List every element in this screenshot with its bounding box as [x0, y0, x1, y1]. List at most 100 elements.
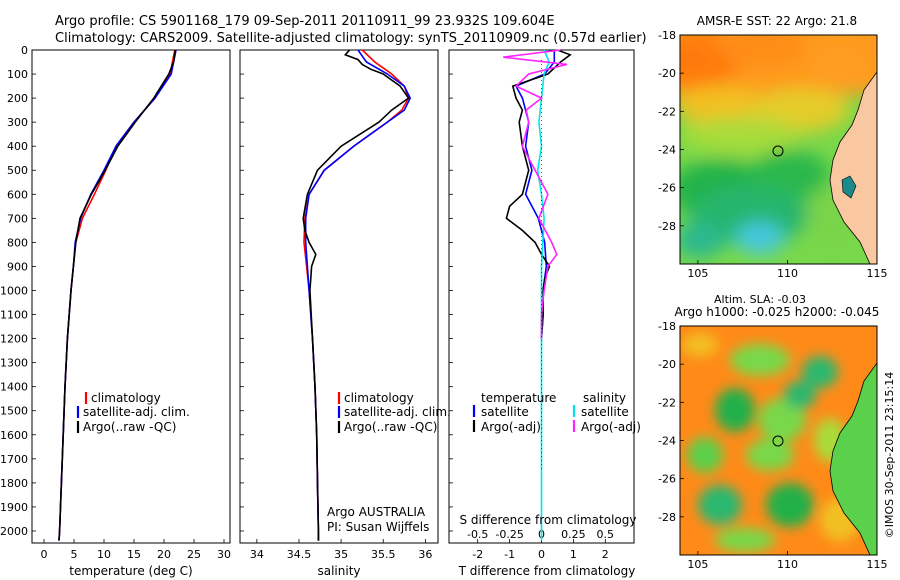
x-tick-label: 34.5 [287, 548, 312, 561]
difference-profile-lines [503, 49, 572, 541]
depth-tick-label: 1500 [0, 405, 28, 418]
x-tick-label: -2 [472, 548, 483, 561]
temperature-profile-lines [58, 49, 177, 541]
sla-map [680, 326, 877, 555]
x-tick-label: 1 [570, 548, 577, 561]
s-tick-label: -0.5 [467, 528, 488, 541]
lat-tick-label: -18 [658, 320, 676, 333]
imos-credit: ©IMOS 30-Sep-2011 23:15:14 [883, 372, 896, 538]
salinity-profile-lines [302, 49, 412, 541]
lat-tick-label: -26 [658, 473, 676, 486]
s-tick-label: 0.5 [597, 528, 615, 541]
x-tick-label: -1 [504, 548, 515, 561]
x-tick-label: 35 [334, 548, 348, 561]
temperature-axis-ticks: 0 5 10 15 20 25 30 [41, 539, 231, 561]
temperature-panel-frame [31, 49, 231, 544]
difference-xlabel: T difference from climatology [458, 564, 636, 578]
depth-tick-label: 1900 [0, 501, 28, 514]
sla-map-lat-ticks: -18 -20 -22 -24 -26 -28 [658, 320, 684, 524]
s-tick-label: -0.25 [495, 528, 523, 541]
x-tick-label: 35.5 [371, 548, 396, 561]
depth-tick-label: 1700 [0, 453, 28, 466]
diff-legend-sal-satellite: satellite [581, 405, 629, 419]
diff-legend-sal-argo: Argo(-adj) [581, 420, 641, 434]
temperature-xlabel: temperature (deg C) [69, 564, 192, 578]
sst-argo-location-marker [772, 145, 784, 157]
lat-tick-label: -26 [658, 182, 676, 195]
diff-legend-temperature-title: temperature [481, 391, 556, 405]
sst-map [680, 35, 877, 264]
x-tick-label: 15 [127, 548, 141, 561]
x-tick-label: 20 [157, 548, 171, 561]
depth-tick-label: 400 [7, 140, 28, 153]
profile-line [58, 49, 177, 541]
sal-legend-argo: Argo(..raw -QC) [344, 420, 437, 434]
profile-line [304, 49, 412, 541]
difference-axis-ticks: -2 -1 0 1 2-0.5 -0.25 0 0.25 0.5 [467, 528, 614, 561]
lon-tick-label: 115 [867, 267, 888, 280]
sst-map-lat-ticks: -18 -20 -22 -24 -26 -28 [658, 29, 684, 233]
sal-legend-satellite: satellite-adj. clim. [344, 405, 451, 419]
x-tick-label: 25 [187, 548, 201, 561]
x-tick-label: 0 [41, 548, 48, 561]
lat-tick-label: -22 [658, 105, 676, 118]
depth-tick-label: 1200 [0, 333, 28, 346]
depth-tick-label: 1300 [0, 357, 28, 370]
x-tick-label: 36 [418, 548, 432, 561]
sla-map-lon-ticks: 105 110 115 [687, 551, 888, 571]
profile-line [302, 49, 410, 541]
lat-tick-label: -24 [658, 435, 676, 448]
depth-tick-label: 100 [7, 68, 28, 81]
sla-argo-location-marker [772, 435, 784, 447]
temperature-legend: climatology satellite-adj. clim. Argo(..… [76, 391, 190, 434]
sla-map-title-line2: Argo h1000: -0.025 h2000: -0.045 [675, 305, 880, 319]
x-tick-label: 2 [602, 548, 609, 561]
lon-tick-label: 115 [867, 558, 888, 571]
temp-legend-argo: Argo(..raw -QC) [83, 420, 176, 434]
depth-tick-label: 800 [7, 236, 28, 249]
difference-legend: temperature satellite Argo(-adj) salinit… [472, 391, 641, 434]
salinity-panel-frame [239, 49, 439, 544]
depth-tick-label: 1100 [0, 309, 28, 322]
depth-tick-label: 1000 [0, 284, 28, 297]
salinity-legend: climatology satellite-adj. clim. Argo(..… [327, 391, 451, 534]
lat-tick-label: -22 [658, 396, 676, 409]
principal-investigator-note: PI: Susan Wijffels [327, 520, 429, 534]
depth-tick-label: 1400 [0, 381, 28, 394]
profile-line [505, 49, 572, 339]
lat-tick-label: -20 [658, 358, 676, 371]
depth-tick-label: 2000 [0, 525, 28, 538]
lat-tick-label: -18 [658, 29, 676, 42]
diff-legend-temp-argo: Argo(-adj) [481, 420, 541, 434]
sla-map-title-line1: Altim. SLA: -0.03 [714, 293, 806, 306]
depth-tick-label: 700 [7, 212, 28, 225]
depth-tick-label: 500 [7, 164, 28, 177]
salinity-xlabel: salinity [317, 564, 360, 578]
lon-tick-label: 105 [687, 267, 708, 280]
figure-title-line2: Climatology: CARS2009. Satellite-adjuste… [55, 31, 647, 46]
depth-tick-label: 300 [7, 116, 28, 129]
depth-tick-label: 1600 [0, 429, 28, 442]
depth-tick-label: 200 [7, 92, 28, 105]
lat-tick-label: -20 [658, 67, 676, 80]
x-tick-label: 0 [538, 548, 545, 561]
depth-axis: 0 100 200 300 400 500 600 700 800 900 1000 1100 1200… [0, 44, 453, 538]
lat-tick-label: -28 [658, 511, 676, 524]
temp-legend-climatology: climatology [91, 391, 161, 405]
lon-tick-label: 110 [777, 558, 798, 571]
profile-line [58, 49, 176, 541]
depth-tick-label: 1800 [0, 477, 28, 490]
lon-tick-label: 110 [777, 267, 798, 280]
x-tick-label: 10 [97, 548, 111, 561]
depth-tick-label: 600 [7, 188, 28, 201]
s-tick-label: 0.25 [561, 528, 586, 541]
diff-legend-salinity-title: salinity [583, 391, 626, 405]
diff-legend-temp-satellite: satellite [481, 405, 529, 419]
salinity-axis-ticks: 34 34.5 35 35.5 36 [250, 539, 432, 561]
figure-title-line1: Argo profile: CS 5901168_179 09-Sep-2011… [55, 14, 555, 29]
argo-program-note: Argo AUSTRALIA [327, 505, 426, 519]
sst-map-title: AMSR-E SST: 22 Argo: 21.8 [697, 14, 857, 28]
lat-tick-label: -28 [658, 220, 676, 233]
sst-map-lon-ticks: 105 110 115 [687, 260, 888, 280]
